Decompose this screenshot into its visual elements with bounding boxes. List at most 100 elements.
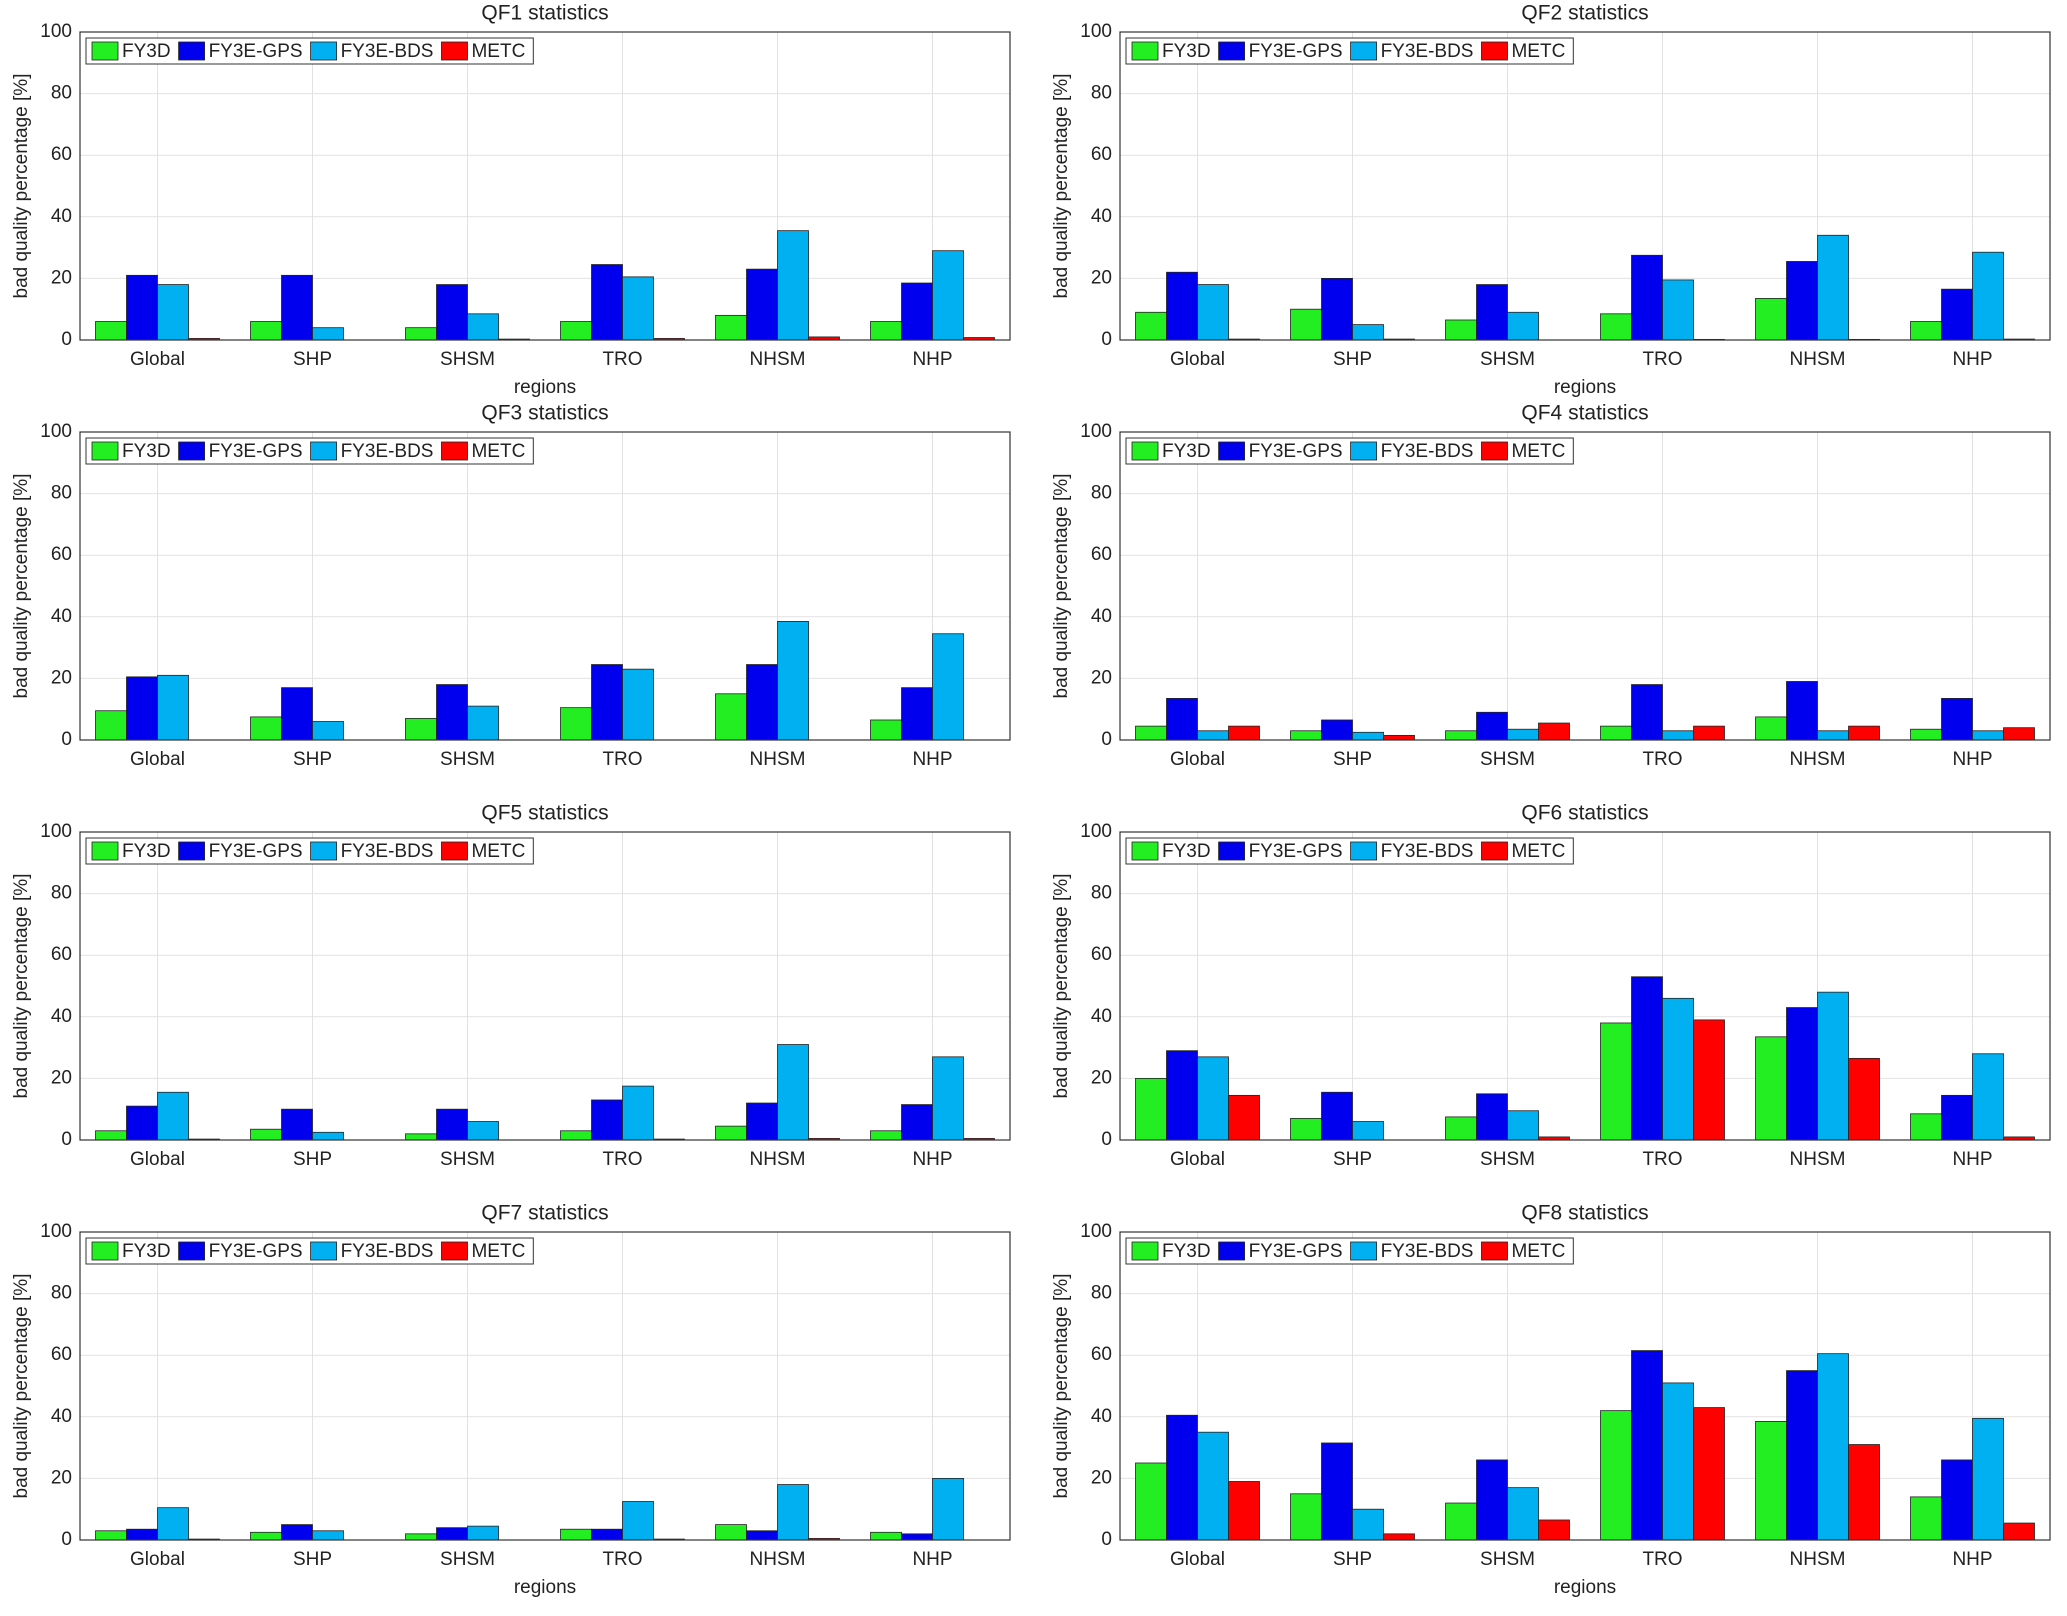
bar bbox=[405, 718, 437, 741]
y-axis-label: bad quality percentage [%] bbox=[1051, 874, 1072, 1099]
x-tick-label: SHSM bbox=[440, 1549, 495, 1570]
y-tick-label: 60 bbox=[51, 544, 72, 565]
bar bbox=[1817, 234, 1849, 341]
bar bbox=[1197, 1431, 1229, 1541]
bar bbox=[591, 1528, 623, 1541]
bar bbox=[1910, 1113, 1942, 1141]
y-tick-label: 80 bbox=[1091, 83, 1112, 104]
legend: FY3D FY3E-GPS FY3E-BDS METC bbox=[1125, 837, 1574, 865]
bar bbox=[1383, 734, 1415, 741]
bar bbox=[1197, 730, 1229, 741]
legend-label: FY3E-GPS bbox=[1249, 841, 1343, 862]
x-tick-label: SHP bbox=[293, 1149, 332, 1170]
bar bbox=[870, 321, 902, 341]
legend-swatch bbox=[178, 1241, 205, 1261]
x-axis-label: regions bbox=[514, 377, 576, 398]
legend-swatch bbox=[310, 441, 337, 461]
x-tick-label: NHP bbox=[912, 1149, 952, 1170]
bar bbox=[1848, 725, 1880, 741]
bar bbox=[405, 1133, 437, 1141]
y-tick-label: 80 bbox=[51, 883, 72, 904]
legend-label: METC bbox=[1511, 441, 1565, 462]
bar bbox=[1972, 1053, 2004, 1141]
bar bbox=[1941, 288, 1973, 341]
bar bbox=[901, 1533, 933, 1541]
bar bbox=[126, 1105, 158, 1141]
legend-swatch bbox=[441, 841, 468, 861]
bar bbox=[467, 705, 499, 741]
bar bbox=[560, 707, 592, 741]
bar bbox=[467, 1525, 499, 1541]
chart-title: QF8 statistics bbox=[1521, 1202, 1648, 1225]
bar bbox=[1166, 271, 1198, 341]
bar bbox=[1910, 728, 1942, 741]
bar bbox=[560, 1528, 592, 1541]
x-tick-label: TRO bbox=[602, 1549, 642, 1570]
legend-swatch bbox=[1481, 41, 1508, 61]
x-tick-label: SHP bbox=[1333, 349, 1372, 370]
y-tick-label: 80 bbox=[1091, 483, 1112, 504]
x-tick-label: TRO bbox=[1642, 349, 1682, 370]
bar bbox=[1910, 1496, 1942, 1541]
legend-swatch bbox=[441, 1241, 468, 1261]
legend-label: FY3E-GPS bbox=[1249, 41, 1343, 62]
legend-swatch bbox=[91, 1241, 119, 1261]
bar bbox=[1755, 716, 1787, 741]
bar bbox=[1941, 698, 1973, 741]
bar bbox=[1228, 1481, 1260, 1541]
legend-swatch bbox=[1350, 1241, 1377, 1261]
legend-swatch bbox=[178, 441, 205, 461]
x-tick-label: TRO bbox=[602, 349, 642, 370]
y-tick-label: 100 bbox=[1080, 821, 1112, 842]
legend-swatch bbox=[91, 41, 119, 61]
x-tick-label: Global bbox=[1170, 349, 1225, 370]
bar bbox=[1662, 279, 1694, 341]
bar bbox=[95, 321, 127, 341]
bar bbox=[126, 676, 158, 741]
bar bbox=[1538, 722, 1570, 741]
plot-frame bbox=[79, 431, 1011, 741]
bar bbox=[1197, 284, 1229, 341]
bar bbox=[1352, 1508, 1384, 1541]
y-tick-label: 60 bbox=[1091, 944, 1112, 965]
x-tick-label: NHSM bbox=[1790, 349, 1846, 370]
bar bbox=[715, 1125, 747, 1141]
legend-swatch bbox=[1218, 1241, 1245, 1261]
y-axis-label: bad quality percentage [%] bbox=[1051, 474, 1072, 699]
bar bbox=[1662, 1382, 1694, 1541]
legend-swatch bbox=[91, 841, 119, 861]
y-tick-label: 0 bbox=[1101, 329, 1112, 350]
y-tick-label: 60 bbox=[1091, 144, 1112, 165]
x-tick-label: TRO bbox=[1642, 1549, 1682, 1570]
legend-swatch bbox=[310, 41, 337, 61]
x-tick-label: SHP bbox=[1333, 749, 1372, 770]
y-tick-label: 100 bbox=[1080, 21, 1112, 42]
y-tick-label: 80 bbox=[51, 483, 72, 504]
bar bbox=[1538, 1519, 1570, 1541]
bar bbox=[1600, 313, 1632, 341]
x-tick-label: NHP bbox=[1952, 1549, 1992, 1570]
bar bbox=[1476, 284, 1508, 341]
legend-swatch bbox=[1350, 841, 1377, 861]
x-tick-label: SHSM bbox=[440, 1149, 495, 1170]
y-tick-label: 40 bbox=[1091, 1406, 1112, 1427]
bar bbox=[715, 1524, 747, 1541]
bar bbox=[1786, 261, 1818, 341]
y-tick-label: 0 bbox=[61, 329, 72, 350]
bar bbox=[436, 684, 468, 741]
bar bbox=[1755, 1421, 1787, 1541]
bar bbox=[1817, 991, 1849, 1141]
chart-panel: QF1 statistics Global SHP SHSM TRO NHSM NHP 0 20… bbox=[11, 2, 1011, 398]
legend: FY3D FY3E-GPS FY3E-BDS METC bbox=[85, 1237, 534, 1265]
bar bbox=[1755, 298, 1787, 341]
y-tick-label: 80 bbox=[51, 83, 72, 104]
legend-label: FY3D bbox=[122, 1241, 171, 1262]
y-tick-label: 20 bbox=[1091, 267, 1112, 288]
bar bbox=[1445, 319, 1477, 341]
plot-frame bbox=[79, 31, 1011, 341]
bar bbox=[157, 1507, 189, 1541]
bar bbox=[1228, 725, 1260, 741]
bar bbox=[281, 274, 313, 341]
y-tick-label: 40 bbox=[1091, 206, 1112, 227]
x-tick-label: NHSM bbox=[750, 1149, 806, 1170]
